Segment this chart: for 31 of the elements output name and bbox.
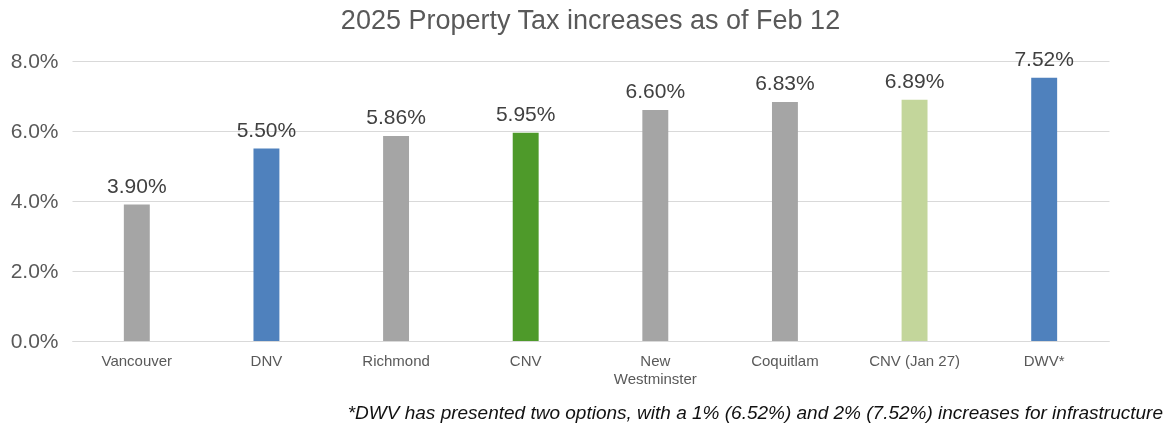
bar (771, 101, 798, 341)
bar (512, 132, 539, 341)
data-label: 7.52% (1014, 46, 1074, 70)
data-label: 5.95% (495, 101, 556, 125)
y-tick-label: 2.0% (10, 258, 59, 282)
x-tick-label: New Westminster (613, 351, 697, 387)
y-tick-label: 6.0% (10, 118, 59, 142)
data-label: 5.86% (366, 104, 426, 128)
data-label: 6.89% (884, 68, 945, 92)
x-tick-label: DWV* (1023, 351, 1065, 369)
bar (253, 148, 280, 341)
chart-title: 2025 Property Tax increases as of Feb 12 (340, 4, 841, 35)
x-tick-label: CNV (509, 351, 542, 369)
x-tick-label: CNV (Jan 27) (869, 351, 960, 369)
y-tick-label: 4.0% (10, 188, 59, 212)
y-tick-label: 0.0% (10, 328, 59, 352)
data-label: 6.83% (755, 70, 815, 94)
y-tick-label: 8.0% (10, 48, 59, 72)
x-tick-label: DNV (250, 351, 283, 369)
text: *DWV has presented two options, with a 1% (6.52%) and 2% (7.52%) increases for infrastructure (346, 402, 1164, 424)
x-tick-label: Coquitlam (751, 351, 819, 369)
data-label: 6.60% (625, 79, 686, 102)
bar (642, 110, 669, 341)
bar (1031, 77, 1058, 341)
data-label: 5.50% (236, 117, 297, 141)
bar (383, 135, 410, 341)
bar (123, 204, 150, 341)
x-tick-label: Richmond (362, 351, 430, 369)
bar (901, 99, 928, 341)
data-label: 3.90% (107, 173, 167, 197)
x-tick-label: Vancouver (101, 351, 173, 369)
